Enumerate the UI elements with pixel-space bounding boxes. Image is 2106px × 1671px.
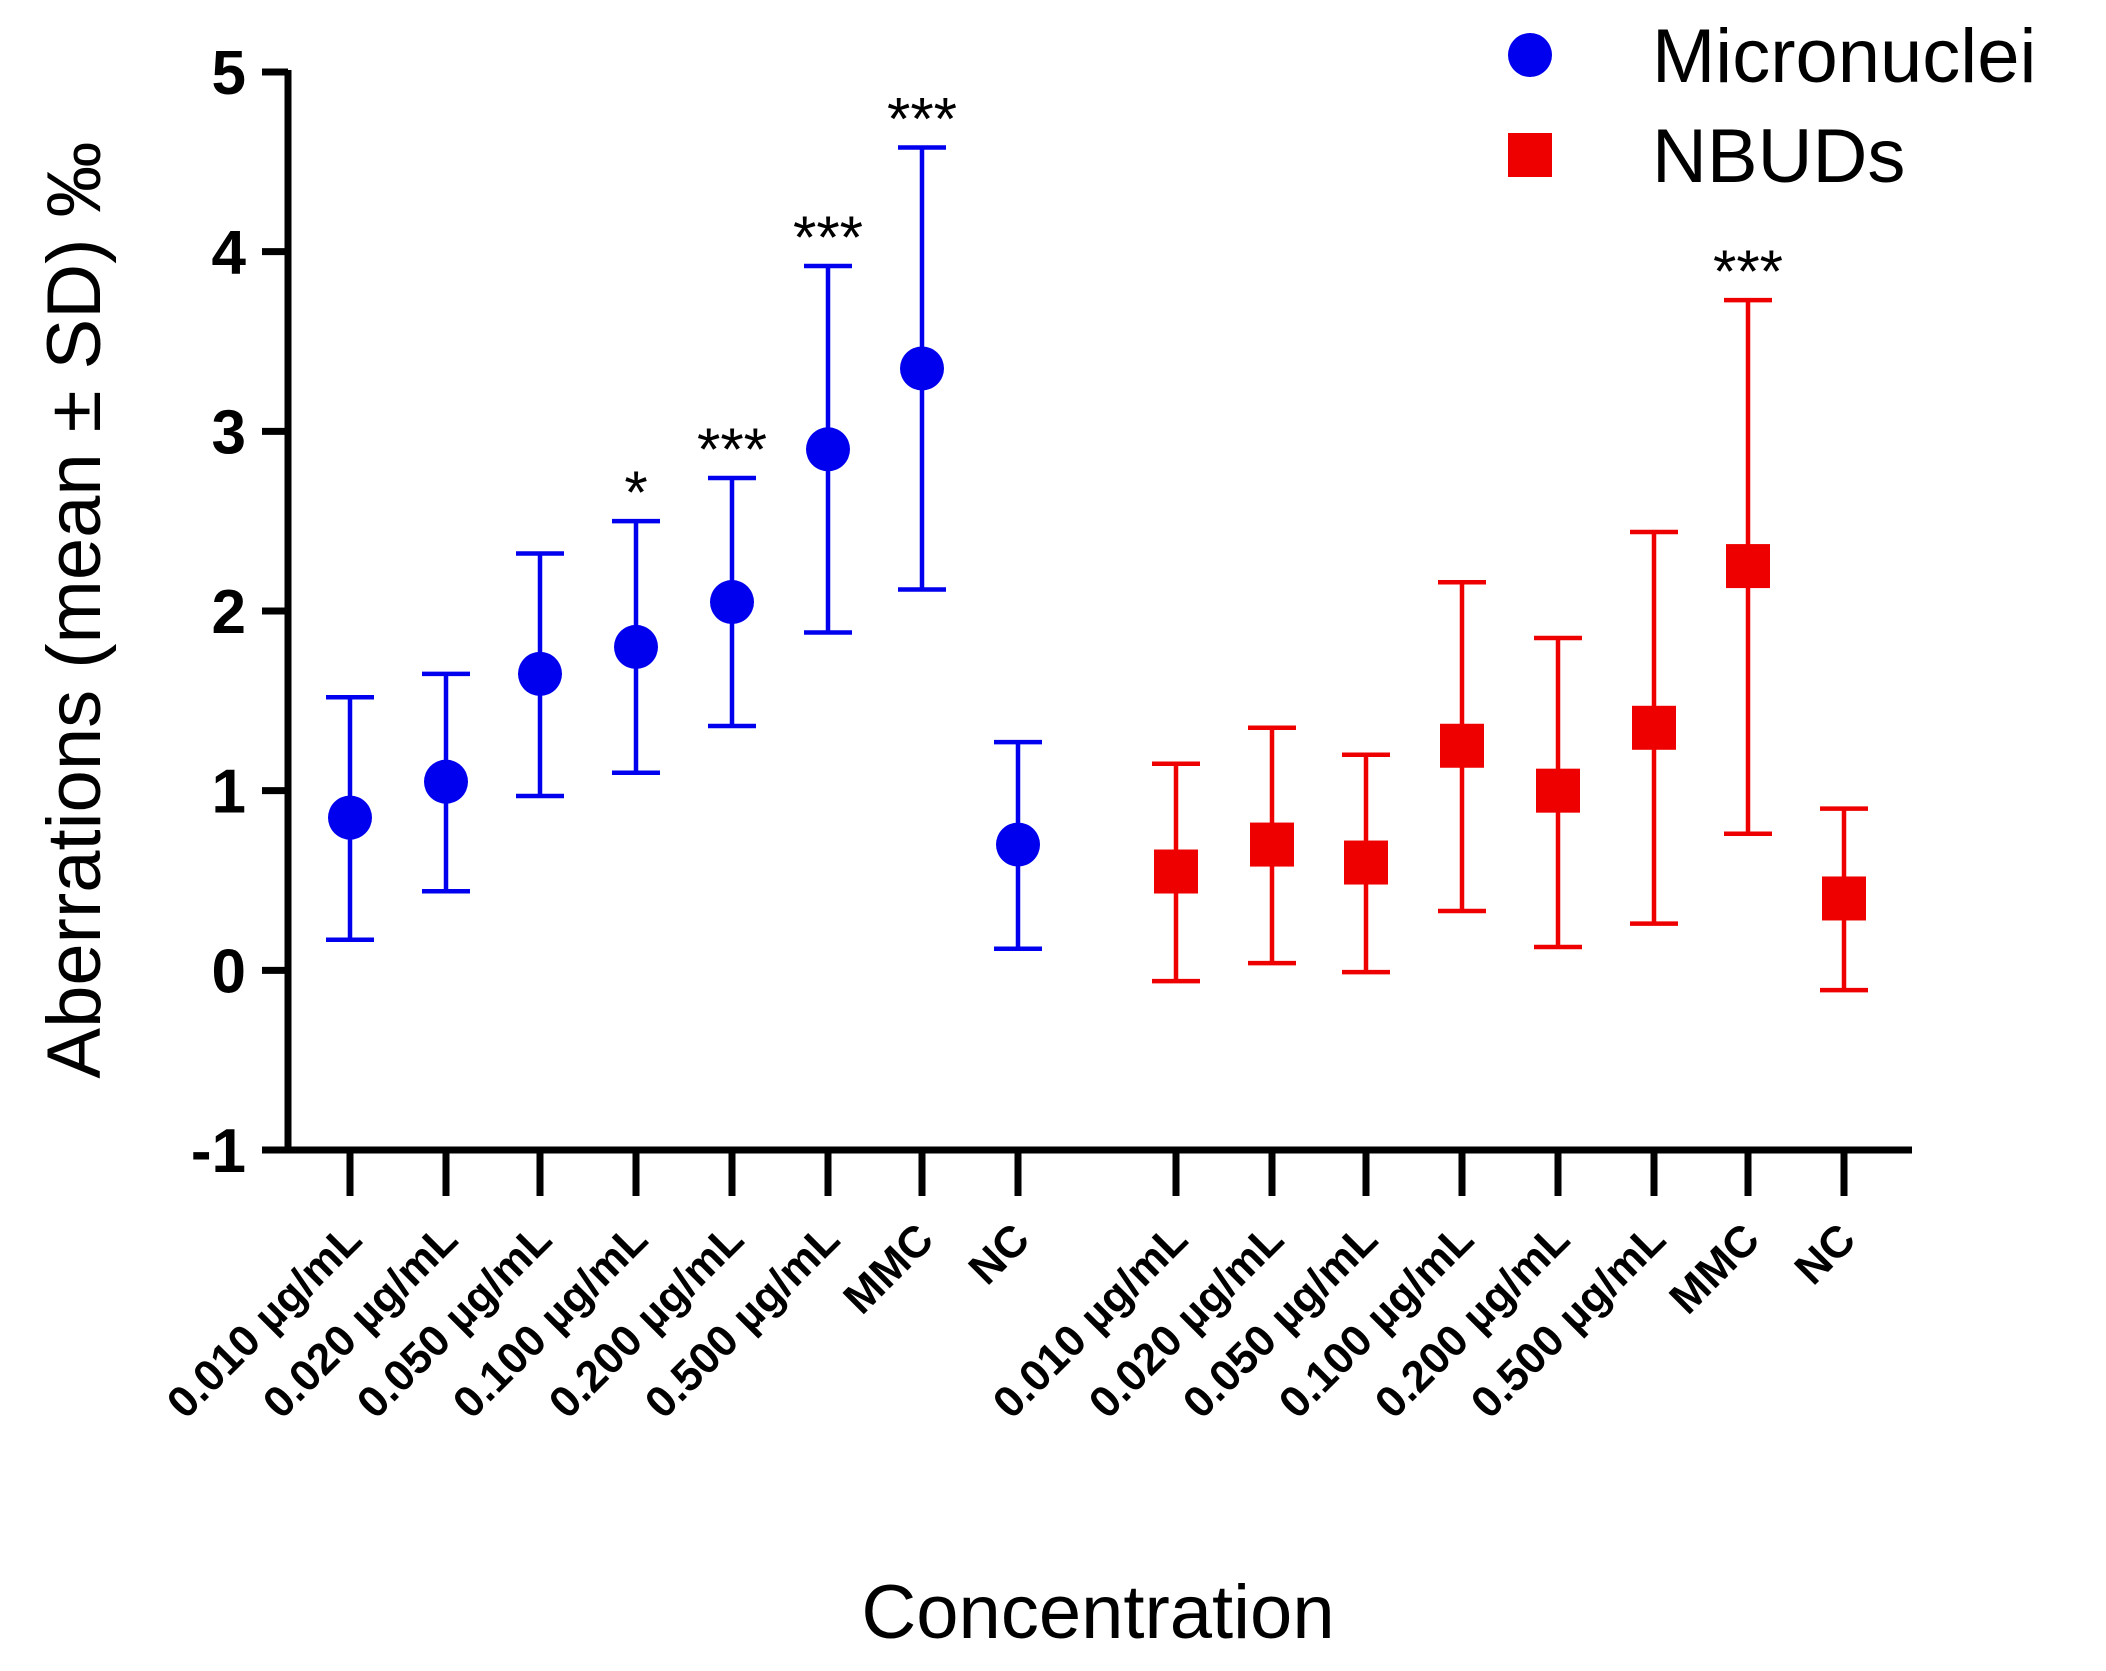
y-tick-label: 4 bbox=[212, 219, 247, 288]
data-point bbox=[1726, 544, 1770, 589]
data-point bbox=[1250, 822, 1294, 867]
plot-area: ************* bbox=[326, 85, 1868, 993]
data-point bbox=[1822, 876, 1866, 921]
legend: Micronuclei NBUDs bbox=[1508, 14, 2036, 199]
x-axis-label: Concentration bbox=[861, 1570, 1334, 1655]
data-point bbox=[1154, 849, 1198, 894]
legend-label-nbuds: NBUDs bbox=[1652, 114, 1905, 199]
data-point bbox=[1536, 768, 1580, 813]
data-point bbox=[614, 624, 658, 669]
y-tick-label: -1 bbox=[191, 1117, 246, 1186]
legend-label-micronuclei: Micronuclei bbox=[1652, 14, 2036, 99]
y-tick-label: 1 bbox=[212, 758, 246, 827]
data-point bbox=[806, 427, 850, 472]
data-point bbox=[424, 759, 468, 804]
x-tick-label: NC bbox=[959, 1214, 1039, 1294]
data-point bbox=[518, 651, 562, 696]
y-tick-label: 5 bbox=[212, 39, 246, 108]
series-micronuclei: ********** bbox=[326, 85, 1042, 952]
y-tick-label: 3 bbox=[212, 398, 246, 467]
data-point bbox=[328, 795, 372, 840]
x-tick-label: MMC bbox=[834, 1214, 943, 1323]
data-point bbox=[710, 580, 754, 625]
data-point bbox=[1344, 840, 1388, 885]
x-tick-label: MMC bbox=[1660, 1214, 1769, 1323]
legend-marker-nbuds bbox=[1508, 133, 1552, 177]
significance-label: *** bbox=[1713, 238, 1783, 305]
significance-label: *** bbox=[793, 204, 863, 271]
data-point bbox=[900, 346, 944, 391]
data-point bbox=[1440, 723, 1484, 768]
significance-label: *** bbox=[697, 416, 767, 483]
x-tick-label: NC bbox=[1785, 1214, 1865, 1294]
y-tick-label: 0 bbox=[212, 937, 246, 1006]
data-point bbox=[996, 822, 1040, 867]
significance-label: * bbox=[624, 459, 647, 526]
significance-label: *** bbox=[887, 85, 957, 152]
data-point bbox=[1632, 705, 1676, 750]
y-tick-label: 2 bbox=[212, 578, 246, 647]
legend-marker-micronuclei bbox=[1508, 33, 1552, 77]
series-nbuds: *** bbox=[1152, 238, 1868, 993]
y-axis-label: Aberrations (mean ± SD) ‰ bbox=[32, 141, 117, 1078]
